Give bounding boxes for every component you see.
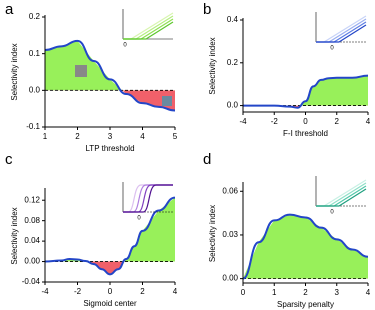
y-tick-label: -0.1 <box>26 122 40 131</box>
x-tick-label: 4 <box>140 132 145 141</box>
inset-tick-label: 0 <box>137 216 141 222</box>
negative-area <box>122 90 175 111</box>
x-tick-label: 0 <box>108 287 113 296</box>
inset-tick-label: 0 <box>330 46 334 52</box>
y-axis-label: Selectivity index <box>208 37 217 94</box>
positive-area <box>243 214 368 279</box>
x-tick-label: 1 <box>272 288 277 297</box>
inset-curve <box>316 188 367 207</box>
y-tick-label: 0.06 <box>222 186 238 195</box>
positive-area <box>243 75 368 106</box>
inset-curve <box>316 182 367 207</box>
x-tick-label: -4 <box>239 117 247 126</box>
x-tick-label: 3 <box>335 288 340 297</box>
x-tick-label: 2 <box>335 117 340 126</box>
panel-letter: a <box>5 1 14 18</box>
x-tick-label: 4 <box>366 117 371 126</box>
curve <box>44 39 176 112</box>
curve <box>44 196 176 276</box>
y-tick-label: -0.04 <box>22 277 41 286</box>
y-tick-label: 0.0 <box>227 101 239 110</box>
y-tick-label: 0.00 <box>222 274 238 283</box>
icon <box>75 65 87 77</box>
inset-tick-label: 0 <box>123 43 127 49</box>
positive-area <box>45 40 175 91</box>
positive-area <box>45 197 175 262</box>
x-tick-label: 2 <box>75 132 80 141</box>
curve <box>242 213 369 280</box>
y-tick-label: 0.03 <box>222 230 238 239</box>
x-tick-label: 0 <box>241 288 246 297</box>
x-tick-label: 4 <box>366 288 371 297</box>
inset-curve <box>316 18 367 43</box>
y-tick-label: 0.0 <box>29 85 41 94</box>
inset-tick-label: 0 <box>330 210 334 216</box>
y-tick-label: 0.1 <box>29 49 41 58</box>
x-axis-label: Sparsity penalty <box>277 300 334 309</box>
x-tick-label: 3 <box>108 132 113 141</box>
x-tick-label: 5 <box>173 132 178 141</box>
panel-letter: d <box>203 151 211 168</box>
y-tick-label: 0.04 <box>24 236 40 245</box>
negative-area <box>45 261 175 275</box>
x-axis-label: Sigmoid center <box>83 299 137 308</box>
panel-letter: c <box>5 151 13 168</box>
y-tick-label: 0.12 <box>24 195 40 204</box>
x-tick-label: 2 <box>140 287 145 296</box>
inset-curve <box>123 184 173 213</box>
y-tick-label: 0.00 <box>24 257 40 266</box>
panel-letter: b <box>203 1 211 18</box>
y-tick-label: 0.08 <box>24 216 40 225</box>
inset-curve <box>123 15 174 40</box>
x-tick-label: -2 <box>271 117 279 126</box>
y-axis-label: Selectivity index <box>10 43 19 100</box>
x-axis-label: LTP threshold <box>85 144 134 153</box>
x-tick-label: 2 <box>303 288 308 297</box>
x-tick-label: 1 <box>43 132 48 141</box>
x-tick-label: -4 <box>41 287 49 296</box>
y-tick-label: 0.4 <box>227 15 239 24</box>
x-tick-label: -2 <box>74 287 82 296</box>
y-axis-label: Selectivity index <box>10 207 19 264</box>
icon <box>162 96 172 106</box>
y-tick-label: 0.2 <box>227 58 239 67</box>
curve <box>243 74 369 109</box>
y-axis-label: Selectivity index <box>208 205 217 262</box>
inset-curve <box>316 24 367 43</box>
x-tick-label: 4 <box>173 287 178 296</box>
x-axis-label: F-I threshold <box>283 129 328 138</box>
x-tick-label: 0 <box>303 117 308 126</box>
y-tick-label: 0.2 <box>29 12 41 21</box>
inset-curve <box>123 21 174 40</box>
